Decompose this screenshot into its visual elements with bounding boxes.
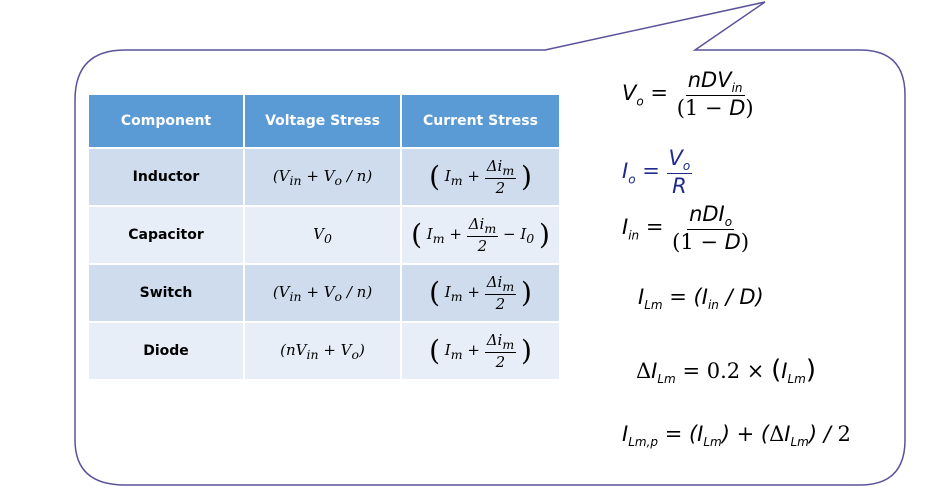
component-cell: Diode	[89, 321, 245, 379]
table-row: Inductor (Vin + Vo / n) ( Im + Δim 2 )	[89, 147, 559, 206]
header-current-stress: Current Stress	[401, 95, 559, 148]
current-stress-cell: ( Im + Δim 2 − I0 )	[401, 205, 559, 264]
table-row: Capacitor V0 ( Im + Δim 2 − I0 )	[89, 205, 559, 264]
component-stress-table: Component Voltage Stress Current Stress …	[89, 95, 559, 379]
equation-output-current: Io = Vo R	[622, 146, 693, 199]
current-stress-cell: ( Im + Δim 2 )	[401, 147, 559, 206]
voltage-stress-cell: (nVin + Vo)	[244, 321, 402, 379]
header-voltage-stress: Voltage Stress	[244, 95, 402, 148]
component-cell: Switch	[89, 263, 245, 322]
component-cell: Inductor	[89, 147, 245, 206]
voltage-stress-cell: V0	[244, 205, 402, 264]
voltage-stress-cell: (Vin + Vo / n)	[244, 147, 402, 206]
equation-peak-magnetizing-current: ILm,p = (ILm) + (ΔILm) / 2	[622, 422, 851, 450]
table-row: Switch (Vin + Vo / n) ( Im + Δim 2 )	[89, 263, 559, 322]
equation-magnetizing-ripple: ΔILm = 0.2 × (ILm)	[636, 355, 816, 387]
equation-input-current: Iin = nDIo (1 − D)	[622, 202, 750, 255]
equation-magnetizing-current: ILm = (Iin / D)	[638, 285, 764, 313]
header-component: Component	[89, 95, 245, 148]
table-header-row: Component Voltage Stress Current Stress	[89, 95, 559, 148]
current-stress-cell: ( Im + Δim 2 )	[401, 263, 559, 322]
table-row: Diode (nVin + Vo) ( Im + Δim 2 )	[89, 321, 559, 379]
equation-output-voltage: Vo = nDVin (1 − D)	[622, 68, 754, 121]
current-stress-cell: ( Im + Δim 2 )	[401, 321, 559, 379]
voltage-stress-cell: (Vin + Vo / n)	[244, 263, 402, 322]
component-cell: Capacitor	[89, 205, 245, 264]
